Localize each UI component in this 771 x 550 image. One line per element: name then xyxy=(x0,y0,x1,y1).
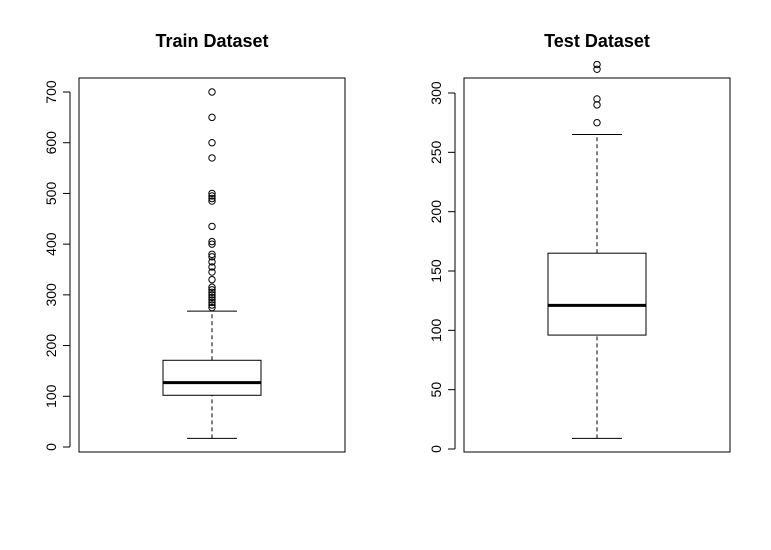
train-y-tick-label: 700 xyxy=(43,80,59,104)
train-outlier-point xyxy=(208,113,216,122)
train-y-axis: 0 100 200 300 400 500 600 700 xyxy=(43,80,71,451)
train-outlier-point xyxy=(208,197,216,205)
train-y-tick-label: 500 xyxy=(43,182,59,206)
test-boxplot-panel: Test Dataset 0 50 100 150 200 250 300 xyxy=(428,31,731,453)
test-outlier-point xyxy=(593,95,601,103)
train-outlier-point xyxy=(208,291,216,299)
train-outlier-point xyxy=(208,263,216,271)
test-y-tick-label: 250 xyxy=(428,140,444,164)
train-outlier-point xyxy=(208,192,216,200)
test-chart-title: Test Dataset xyxy=(544,31,650,51)
train-outlier-point xyxy=(208,88,216,96)
test-outlier-point xyxy=(593,60,601,69)
train-y-tick-label: 300 xyxy=(43,283,59,307)
train-y-tick-label: 100 xyxy=(43,384,59,408)
train-outlier-point xyxy=(208,240,216,248)
test-outlier-point xyxy=(593,118,601,127)
test-y-tick-label: 50 xyxy=(428,382,444,398)
train-outlier-point xyxy=(208,250,216,258)
train-outlier-point xyxy=(208,258,216,266)
train-y-tick-label: 400 xyxy=(43,232,59,256)
test-outlier-point xyxy=(593,65,601,73)
test-box-marks xyxy=(547,60,647,439)
train-outlier-point xyxy=(208,237,216,246)
train-outlier-point xyxy=(208,288,216,297)
train-y-tick-label: 600 xyxy=(43,131,59,155)
test-y-tick-label: 100 xyxy=(428,318,444,342)
train-outlier-point xyxy=(208,222,216,231)
train-outlier-point xyxy=(208,154,216,162)
test-y-axis: 0 50 100 150 200 250 300 xyxy=(428,81,456,453)
train-outlier-point xyxy=(208,286,216,294)
train-outlier-point xyxy=(208,298,216,307)
train-outlier-point xyxy=(208,301,216,309)
train-outlier-point xyxy=(208,283,216,291)
test-y-tick-label: 0 xyxy=(428,445,444,453)
train-chart-title: Train Dataset xyxy=(155,31,268,51)
train-outlier-point xyxy=(208,194,216,203)
test-y-tick-label: 200 xyxy=(428,200,444,224)
train-y-tick-label: 0 xyxy=(43,443,59,451)
train-outlier-point xyxy=(208,139,216,147)
test-iqr-box xyxy=(547,252,647,336)
train-plot-frame xyxy=(78,77,346,453)
test-y-tick-label: 300 xyxy=(428,81,444,105)
train-outlier-point xyxy=(208,303,216,312)
train-outlier-point xyxy=(208,189,216,198)
train-box-marks xyxy=(162,88,262,439)
train-outlier-point xyxy=(208,296,216,304)
train-y-tick-label: 200 xyxy=(43,334,59,358)
train-outlier-point xyxy=(208,268,216,276)
train-outlier-point xyxy=(208,275,216,284)
train-iqr-box xyxy=(162,359,262,396)
train-boxplot-panel: Train Dataset 0 100 200 300 400 500 600 700 xyxy=(43,31,346,453)
test-y-tick-label: 150 xyxy=(428,259,444,283)
test-plot-frame xyxy=(463,77,731,453)
train-outlier-point xyxy=(208,253,216,261)
train-outlier-point xyxy=(208,293,216,302)
